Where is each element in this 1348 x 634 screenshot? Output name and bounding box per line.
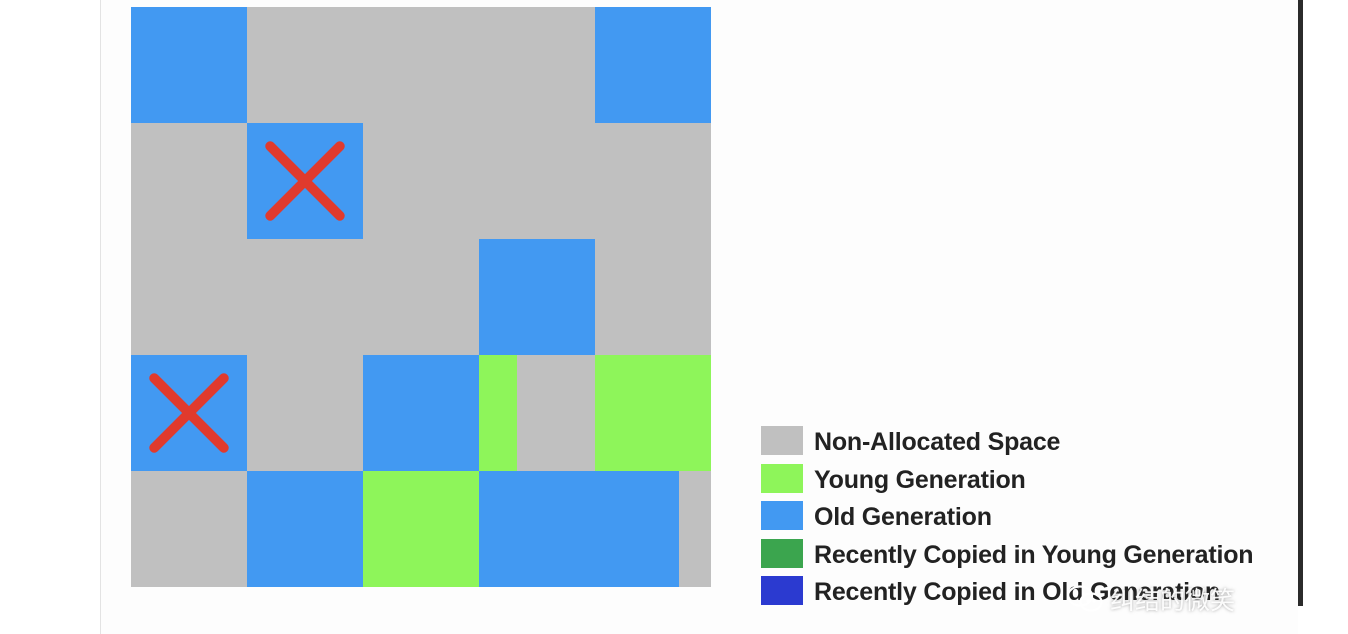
heap-region-old-r4c4: [595, 471, 679, 587]
legend-label-old: Old Generation: [814, 503, 992, 531]
legend: Non-Allocated Space Young Generation Old…: [761, 424, 1281, 612]
heap-region-old-r1c1: [247, 123, 363, 239]
left-margin: [0, 0, 101, 634]
heap-region-old-r3c2: [363, 355, 479, 471]
heap-region-old-r3c0: [131, 355, 247, 471]
heap-region-old-r4c1: [247, 471, 363, 587]
legend-swatch-young: [761, 463, 803, 493]
heap-grid: [131, 7, 711, 587]
legend-label-recent-old: Recently Copied in Old Generation: [814, 578, 1220, 606]
heap-region-young-r4c2: [363, 471, 479, 587]
heap-region-old-r0c4: [595, 7, 711, 123]
heap-region-old-r2c3: [479, 239, 595, 355]
heap-region-young-r3c3: [479, 355, 518, 471]
watermark: 纠结的微笑: [1066, 582, 1235, 616]
heap-region-old-r0c0: [131, 7, 247, 123]
wechat-icon: [1066, 585, 1103, 612]
heap-region-old-r4c3: [479, 471, 595, 587]
frame-edge: [1298, 0, 1303, 606]
legend-item-old: Old Generation: [761, 499, 1281, 537]
heap-region-young-r3c4: [595, 355, 711, 471]
watermark-text: 纠结的微笑: [1110, 587, 1236, 615]
legend-swatch-recent-young: [761, 538, 803, 568]
legend-swatch-recent-old: [761, 576, 803, 605]
legend-label-young: Young Generation: [814, 465, 1026, 494]
legend-label-non-allocated: Non-Allocated Space: [814, 428, 1061, 456]
legend-swatch-old: [761, 501, 803, 530]
legend-item-recent-old: Recently Copied in Old Generation: [761, 574, 1281, 612]
legend-item-young: Young Generation: [761, 462, 1281, 500]
legend-label-recent-young: Recently Copied in Young Generation: [814, 540, 1254, 569]
legend-swatch-non-allocated: [761, 426, 803, 455]
legend-item-recent-young: Recently Copied in Young Generation: [761, 537, 1281, 575]
legend-item-non-allocated: Non-Allocated Space: [761, 424, 1281, 462]
